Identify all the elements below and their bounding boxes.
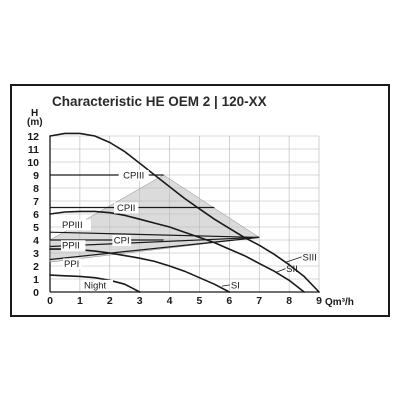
y-tick-1: 1: [33, 274, 39, 286]
y-tick-8: 8: [33, 183, 39, 195]
y-tick-5: 5: [33, 222, 39, 234]
curve-siii: [49, 132, 320, 293]
x-tick-0: 0: [47, 295, 53, 307]
label-ppiii: PPIII: [62, 220, 83, 231]
y-axis-label: H: [31, 108, 38, 119]
y-tick-6: 6: [33, 209, 39, 221]
label-bg-night: [83, 279, 113, 291]
label-bg-cpi: [112, 235, 132, 246]
label-ppi: PPI: [64, 259, 79, 270]
curve-sii: [49, 210, 305, 293]
y-tick-7: 7: [33, 196, 39, 208]
label-cpi: CPI: [114, 236, 130, 247]
x-tick-6: 6: [226, 295, 232, 307]
label-bg-ppiii: [61, 219, 91, 231]
y-tick-0: 0: [33, 287, 39, 299]
y-axis-unit: (m): [27, 117, 43, 128]
curve-night: [49, 274, 141, 293]
chart-title: Characteristic HE OEM 2 | 120-XX: [52, 94, 267, 109]
label-siii: SIII: [303, 252, 317, 263]
y-tick-11: 11: [28, 144, 39, 156]
line-ppiii: [49, 231, 260, 238]
x-tick-8: 8: [286, 295, 292, 307]
label-cpii: CPII: [117, 203, 135, 214]
y-tick-10: 10: [27, 157, 39, 169]
x-tick-9: 9: [316, 295, 322, 307]
leader-sii: [275, 268, 286, 273]
label-bg-cpii: [114, 202, 139, 214]
curve-layer: [49, 132, 320, 293]
x-tick-7: 7: [256, 295, 262, 307]
x-tick-1: 1: [77, 295, 83, 307]
y-tick-3: 3: [33, 248, 39, 260]
y-tick-4: 4: [33, 235, 39, 247]
label-si: SI: [231, 280, 240, 291]
x-tick-2: 2: [107, 295, 113, 307]
label-bg-ppi: [63, 258, 82, 270]
y-tick-2: 2: [33, 261, 39, 273]
x-axis-label: Qm³/h: [325, 297, 354, 308]
x-tick-5: 5: [197, 295, 203, 307]
leader-siii: [285, 256, 302, 263]
label-bg-cpiii: [118, 170, 149, 181]
label-cpiii: CPIII: [123, 171, 144, 182]
line-ppi: [49, 236, 260, 261]
label-bg-ppii: [61, 240, 86, 252]
label-ppii: PPII: [62, 241, 80, 252]
y-tick-9: 9: [33, 170, 39, 182]
label-sii: SII: [286, 264, 298, 275]
label-night: Night: [84, 280, 107, 291]
y-tick-12: 12: [27, 131, 39, 143]
x-tick-4: 4: [167, 295, 173, 307]
x-tick-3: 3: [137, 295, 143, 307]
curve-labels: CPIII CPII CPI PPIII PPII PPI Night SI SII SIII: [61, 170, 317, 291]
leader-si: [221, 284, 230, 287]
